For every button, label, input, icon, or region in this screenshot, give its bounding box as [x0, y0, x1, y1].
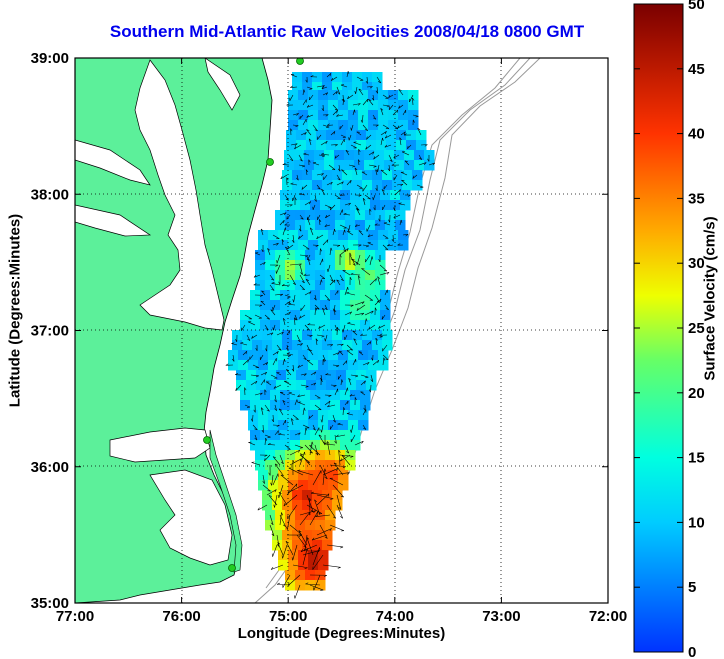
x-tick-label: 73:00: [482, 608, 520, 625]
x-tick-label: 72:00: [589, 608, 627, 625]
y-axis-ticks: 39:00 38:00 37:00 36:00 35:00: [31, 50, 608, 612]
delaware-bay: [204, 58, 241, 111]
colorbar-tick-label: 50: [688, 0, 705, 13]
x-tick-label: 77:00: [56, 608, 94, 625]
x-axis-label: Longitude (Degrees:Minutes): [237, 625, 446, 642]
y-tick-label: 37:00: [31, 323, 69, 340]
velocity-arrows: [225, 71, 436, 599]
barrier-island: [209, 429, 243, 573]
colorbar-tick-label: 35: [688, 190, 705, 207]
gridlines: [75, 58, 608, 603]
colorbar-tick-label: 10: [688, 514, 705, 531]
colorbar-tick-label: 45: [688, 61, 705, 78]
colorbar-tick-label: 40: [688, 126, 705, 143]
chesapeake-bay: [134, 59, 225, 331]
x-axis-ticks: 77:00 76:00 75:00 74:00 73:00 72:00: [56, 58, 627, 625]
x-tick-label: 75:00: [269, 608, 307, 625]
albemarle-sound: [109, 427, 211, 463]
y-tick-label: 39:00: [31, 50, 69, 67]
colorbar-tick-label: 5: [688, 579, 696, 596]
x-tick-label: 74:00: [376, 608, 414, 625]
bay-inlet-left: [75, 139, 151, 186]
colorbar-tick-label: 20: [688, 385, 705, 402]
colorbar-tick-label: 30: [688, 255, 705, 272]
colorbar-tick-label: 15: [688, 450, 705, 467]
x-tick-label: 76:00: [162, 608, 200, 625]
colorbar-tick-label: 25: [688, 320, 705, 337]
y-tick-label: 38:00: [31, 186, 69, 203]
colorbar-tick-label: 0: [688, 644, 696, 659]
radar-stations: [203, 58, 304, 572]
colorbar: [633, 3, 684, 653]
y-tick-label: 35:00: [31, 595, 69, 612]
pamlico-sound: [149, 469, 233, 566]
y-tick-label: 36:00: [31, 459, 69, 476]
map-title: Southern Mid-Atlantic Raw Velocities 200…: [109, 22, 585, 41]
bay-inlet-mid: [75, 204, 152, 237]
